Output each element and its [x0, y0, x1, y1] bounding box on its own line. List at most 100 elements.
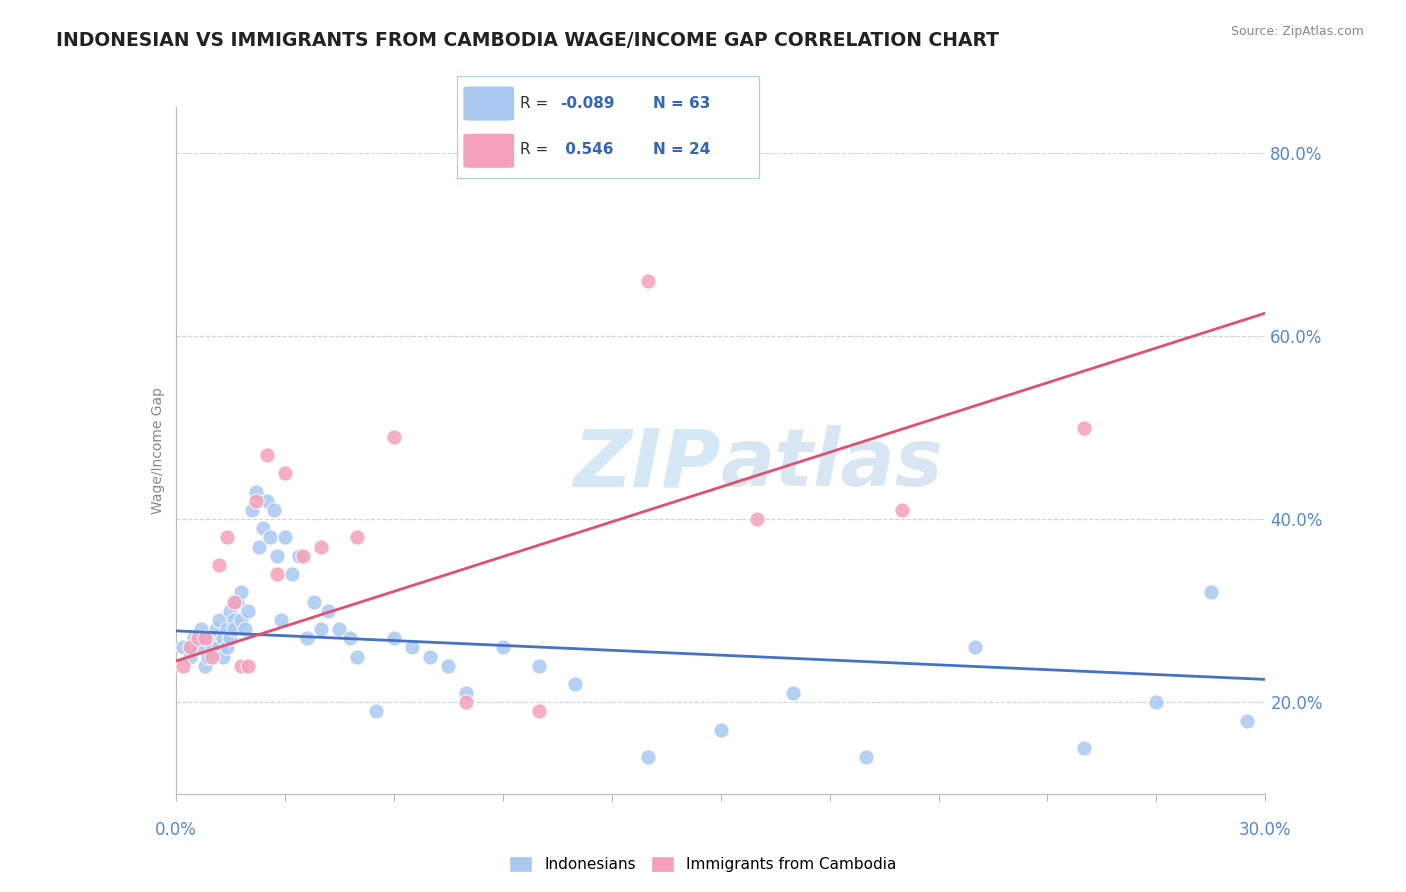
- Point: [1199, 585, 1222, 599]
- Point: [309, 622, 332, 636]
- Point: [281, 567, 304, 582]
- Point: [637, 750, 659, 764]
- Legend: Indonesians, Immigrants from Cambodia: Indonesians, Immigrants from Cambodia: [502, 848, 904, 880]
- Point: [212, 649, 235, 664]
- Point: [382, 631, 405, 645]
- Text: 0.546: 0.546: [560, 142, 613, 157]
- Point: [190, 622, 212, 636]
- Point: [364, 705, 387, 719]
- Text: N = 24: N = 24: [654, 142, 711, 157]
- Point: [179, 640, 201, 655]
- FancyBboxPatch shape: [463, 87, 515, 121]
- Point: [247, 540, 270, 554]
- Point: [291, 549, 314, 563]
- Point: [194, 631, 217, 645]
- Point: [215, 640, 238, 655]
- Point: [212, 631, 235, 645]
- Text: INDONESIAN VS IMMIGRANTS FROM CAMBODIA WAGE/INCOME GAP CORRELATION CHART: INDONESIAN VS IMMIGRANTS FROM CAMBODIA W…: [56, 31, 1000, 50]
- Point: [401, 640, 423, 655]
- Point: [197, 649, 219, 664]
- Point: [419, 649, 441, 664]
- Point: [231, 658, 253, 673]
- Point: [245, 493, 267, 508]
- Point: [318, 604, 340, 618]
- Point: [256, 493, 278, 508]
- Point: [527, 705, 550, 719]
- Point: [179, 649, 201, 664]
- Point: [274, 531, 297, 545]
- Point: [456, 686, 478, 700]
- Point: [891, 503, 914, 517]
- Point: [240, 503, 263, 517]
- Point: [855, 750, 877, 764]
- Point: [263, 503, 285, 517]
- Point: [219, 604, 242, 618]
- Point: [208, 613, 231, 627]
- Point: [309, 540, 332, 554]
- Point: [194, 631, 217, 645]
- Point: [1146, 695, 1168, 709]
- Point: [270, 613, 292, 627]
- Point: [564, 677, 586, 691]
- Point: [186, 631, 209, 645]
- Point: [1073, 420, 1095, 434]
- Point: [382, 430, 405, 444]
- Point: [328, 622, 350, 636]
- Point: [222, 613, 245, 627]
- Point: [208, 558, 231, 572]
- Y-axis label: Wage/Income Gap: Wage/Income Gap: [150, 387, 165, 514]
- Point: [288, 549, 311, 563]
- Point: [231, 613, 253, 627]
- Point: [204, 622, 226, 636]
- Point: [1236, 714, 1258, 728]
- Point: [256, 448, 278, 462]
- Point: [222, 594, 245, 608]
- Point: [208, 640, 231, 655]
- Point: [782, 686, 804, 700]
- Text: R =: R =: [520, 96, 554, 111]
- Point: [233, 622, 256, 636]
- Point: [231, 585, 253, 599]
- Text: N = 63: N = 63: [654, 96, 711, 111]
- Point: [226, 594, 249, 608]
- Point: [245, 484, 267, 499]
- Point: [252, 521, 274, 535]
- Text: atlas: atlas: [721, 425, 943, 503]
- Text: -0.089: -0.089: [560, 96, 614, 111]
- Point: [183, 631, 205, 645]
- Point: [295, 631, 318, 645]
- Point: [302, 594, 325, 608]
- Point: [745, 512, 768, 526]
- Point: [172, 658, 194, 673]
- Point: [219, 631, 242, 645]
- Text: Source: ZipAtlas.com: Source: ZipAtlas.com: [1230, 25, 1364, 38]
- Point: [637, 274, 659, 288]
- Text: R =: R =: [520, 142, 554, 157]
- Point: [346, 649, 368, 664]
- FancyBboxPatch shape: [463, 133, 515, 168]
- Text: 30.0%: 30.0%: [1239, 822, 1292, 839]
- Text: 0.0%: 0.0%: [155, 822, 197, 839]
- Point: [238, 604, 260, 618]
- Point: [710, 723, 733, 737]
- Point: [201, 640, 224, 655]
- Point: [215, 622, 238, 636]
- Point: [274, 467, 297, 481]
- Point: [215, 531, 238, 545]
- Point: [456, 695, 478, 709]
- Point: [194, 658, 217, 673]
- Point: [963, 640, 986, 655]
- Point: [186, 640, 209, 655]
- Point: [266, 549, 288, 563]
- Text: ZIP: ZIP: [574, 425, 721, 503]
- Point: [437, 658, 460, 673]
- Point: [1073, 741, 1095, 756]
- Point: [222, 622, 245, 636]
- Point: [172, 640, 194, 655]
- Point: [201, 631, 224, 645]
- Point: [527, 658, 550, 673]
- Point: [266, 567, 288, 582]
- Point: [259, 531, 281, 545]
- Point: [238, 658, 260, 673]
- Point: [346, 531, 368, 545]
